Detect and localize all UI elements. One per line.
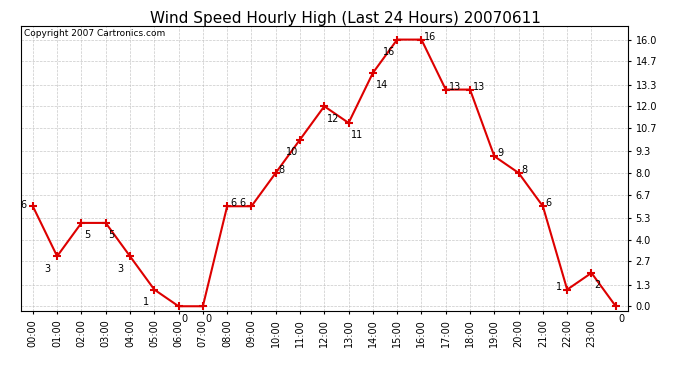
Text: 1: 1 — [556, 282, 562, 292]
Text: 5: 5 — [84, 230, 90, 240]
Text: 8: 8 — [279, 165, 285, 175]
Text: 5: 5 — [108, 230, 115, 240]
Text: Copyright 2007 Cartronics.com: Copyright 2007 Cartronics.com — [23, 29, 165, 38]
Text: 14: 14 — [375, 80, 388, 90]
Text: 16: 16 — [383, 47, 395, 57]
Text: 13: 13 — [473, 82, 485, 92]
Text: 3: 3 — [45, 264, 51, 274]
Text: 8: 8 — [522, 165, 528, 175]
Text: 6: 6 — [20, 200, 26, 210]
Text: Wind Speed Hourly High (Last 24 Hours) 20070611: Wind Speed Hourly High (Last 24 Hours) 2… — [150, 11, 540, 26]
Text: 16: 16 — [424, 32, 437, 42]
Text: 6: 6 — [546, 198, 552, 208]
Text: 9: 9 — [497, 148, 503, 159]
Text: 11: 11 — [351, 130, 364, 140]
Text: 6: 6 — [239, 198, 245, 208]
Text: 1: 1 — [143, 297, 149, 307]
Text: 13: 13 — [448, 82, 461, 92]
Text: 3: 3 — [117, 264, 124, 274]
Text: 0: 0 — [206, 314, 212, 324]
Text: 0: 0 — [181, 314, 188, 324]
Text: 6: 6 — [230, 198, 236, 208]
Text: 12: 12 — [327, 114, 339, 124]
Text: 0: 0 — [618, 314, 624, 324]
Text: 2: 2 — [594, 280, 600, 290]
Text: 10: 10 — [286, 147, 298, 157]
